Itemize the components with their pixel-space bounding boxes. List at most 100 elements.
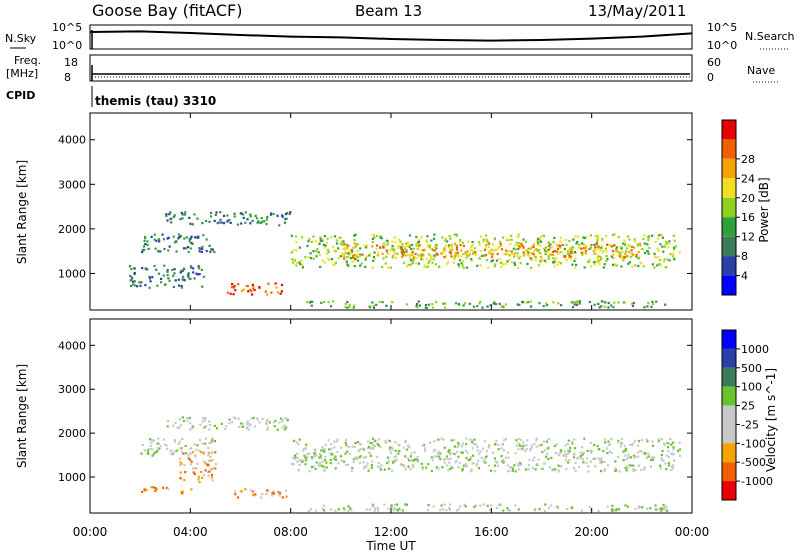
data-cell — [195, 272, 198, 275]
data-cell — [353, 254, 356, 257]
data-cell — [166, 425, 169, 428]
data-cell — [475, 464, 478, 467]
data-cell — [403, 465, 406, 468]
data-cell — [145, 488, 148, 491]
data-cell — [667, 450, 670, 453]
data-cell — [445, 509, 448, 512]
data-cell — [518, 257, 521, 260]
data-cell — [163, 247, 166, 251]
data-cell — [319, 236, 322, 239]
data-cell — [470, 249, 473, 252]
data-cell — [246, 420, 249, 423]
data-cell — [592, 249, 595, 252]
data-cell — [208, 441, 211, 445]
data-cell — [514, 504, 517, 507]
data-cell — [428, 245, 431, 248]
data-cell — [388, 439, 391, 443]
data-cell — [166, 274, 169, 277]
data-cell — [185, 247, 188, 250]
data-cell — [584, 235, 588, 239]
data-cell — [327, 301, 330, 304]
data-cell — [281, 496, 284, 499]
data-cell — [241, 422, 244, 425]
data-cell — [608, 244, 611, 247]
data-cell — [370, 466, 373, 469]
data-cell — [637, 506, 640, 509]
data-cell — [533, 250, 536, 253]
data-cell — [490, 248, 493, 251]
data-cell — [461, 445, 464, 448]
data-cell — [472, 443, 475, 446]
data-cell — [167, 249, 170, 252]
data-cell — [435, 247, 438, 250]
data-cell — [479, 235, 482, 238]
data-cell — [166, 219, 169, 222]
data-cell — [602, 450, 605, 453]
data-cell — [354, 233, 357, 236]
data-cell — [488, 250, 491, 253]
data-cell — [624, 448, 627, 451]
data-cell — [389, 449, 392, 452]
data-cell — [240, 222, 243, 225]
data-cell — [249, 213, 252, 216]
data-cell — [294, 456, 297, 459]
data-cell — [465, 457, 468, 460]
data-cell — [537, 458, 540, 461]
data-cell — [517, 233, 521, 236]
data-cell — [425, 240, 429, 243]
data-cell — [184, 471, 187, 474]
data-cell — [265, 223, 268, 226]
data-cell — [157, 272, 161, 275]
data-cell — [374, 439, 377, 442]
data-cell — [596, 245, 599, 249]
data-cell — [266, 293, 269, 296]
data-cell — [563, 450, 567, 453]
data-cell — [373, 509, 376, 512]
data-cell — [315, 454, 318, 457]
data-cell — [151, 439, 154, 442]
data-cell — [660, 509, 663, 512]
data-cell — [269, 212, 273, 215]
data-cell — [179, 234, 182, 238]
data-cell — [539, 240, 542, 243]
data-cell — [490, 260, 493, 263]
data-cell — [517, 266, 520, 269]
data-cell — [537, 243, 540, 246]
data-cell — [266, 216, 269, 219]
data-cell — [374, 507, 377, 510]
data-cell — [410, 243, 414, 246]
data-cell — [327, 257, 330, 260]
data-cell — [521, 447, 524, 450]
data-cell — [491, 254, 494, 257]
data-cell — [179, 477, 182, 480]
data-cell — [203, 426, 206, 429]
data-cell — [564, 459, 568, 462]
data-cell — [639, 244, 642, 247]
data-cell — [357, 259, 360, 262]
data-cell — [206, 471, 210, 474]
data-cell — [353, 265, 356, 268]
data-cell — [603, 468, 606, 471]
data-cell — [631, 252, 634, 255]
data-cell — [568, 239, 571, 243]
x-tick-label: 16:00 — [474, 525, 509, 539]
data-cell — [599, 248, 602, 251]
data-cell — [488, 242, 491, 245]
data-cell — [522, 444, 525, 448]
data-cell — [342, 507, 346, 510]
data-cell — [141, 251, 144, 254]
colorbar-segment — [722, 330, 736, 349]
data-cell — [519, 245, 522, 248]
data-cell — [515, 439, 518, 442]
data-cell — [310, 457, 314, 460]
data-cell — [181, 217, 184, 220]
colorbar-segment — [722, 236, 736, 257]
data-cell — [253, 425, 257, 428]
data-cell — [182, 275, 185, 278]
data-cell — [415, 303, 419, 306]
data-cell — [308, 452, 311, 455]
data-cell — [615, 249, 618, 252]
data-cell — [596, 237, 600, 240]
data-cell — [566, 250, 569, 253]
data-cell — [284, 218, 287, 221]
